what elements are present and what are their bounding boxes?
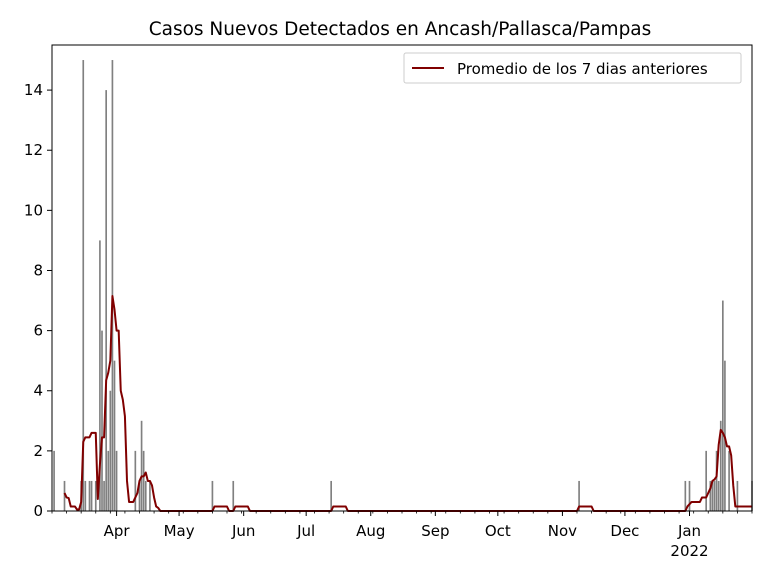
bar-9 (101, 330, 103, 511)
x-tick-label-Jan: Jan (677, 522, 701, 540)
bar-8 (99, 240, 101, 512)
bar-16 (115, 450, 118, 511)
bar-31 (711, 480, 714, 511)
bar-series (53, 60, 753, 512)
y-tick-label-14: 14 (24, 81, 43, 99)
bar-28 (688, 480, 691, 511)
x-axis: Apr May Jun Jul Aug Sep Oct Nov Dec Jan 2022 (51, 511, 753, 560)
bar-24 (232, 480, 235, 511)
bar-4 (84, 480, 87, 511)
bar-29 (705, 450, 707, 511)
legend-label: Promedio de los 7 dias anteriores (457, 60, 708, 78)
y-tick-label-4: 4 (33, 382, 43, 400)
x-tick-label-Nov: Nov (548, 522, 577, 540)
bar-5 (88, 480, 91, 511)
bar-34 (717, 480, 720, 511)
bar-6 (90, 480, 93, 511)
bar-26 (578, 480, 580, 511)
bar-25 (330, 480, 332, 511)
x-tick-label-Oct: Oct (485, 522, 511, 540)
x-tick-label-Dec: Dec (610, 522, 639, 540)
bar-27 (684, 480, 687, 511)
bar-14 (111, 60, 114, 511)
legend-box (403, 52, 742, 84)
bar-7 (94, 480, 97, 511)
bar-18 (138, 480, 141, 511)
chart-title: Casos Nuevos Detectados en Ancash/Pallas… (149, 19, 652, 40)
x-tick-label-Sep: Sep (421, 522, 449, 540)
bar-30 (709, 480, 712, 511)
bar-38 (728, 450, 730, 511)
y-tick-label-8: 8 (33, 261, 43, 279)
bar-10 (103, 480, 105, 511)
bar-36 (722, 300, 724, 511)
bar-17 (134, 450, 137, 511)
bar-12 (107, 450, 110, 511)
bar-1 (63, 480, 66, 511)
bar-3 (82, 60, 85, 511)
y-tick-label-0: 0 (33, 502, 43, 520)
bar-35 (719, 420, 722, 511)
bar-22 (149, 480, 151, 511)
x-tick-label-May: May (164, 522, 195, 540)
y-axis: 0 2 4 6 8 10 12 14 (24, 81, 52, 520)
x-tick-label-Apr: Apr (104, 522, 131, 540)
x-tick-label-Jul: Jul (296, 522, 315, 540)
y-tick-label-12: 12 (24, 141, 43, 159)
x-tick-label-Jun: Jun (231, 522, 255, 540)
y-tick-label-10: 10 (24, 201, 43, 219)
average-line (63, 295, 752, 512)
average-line-series (63, 295, 752, 512)
bar-21 (144, 480, 147, 511)
bar-32 (713, 480, 716, 511)
bar-33 (715, 450, 718, 511)
bar-23 (211, 480, 214, 511)
bar-0 (53, 450, 55, 511)
bar-39 (736, 480, 739, 511)
x-tick-sublabel-2022: 2022 (670, 542, 708, 560)
bar-11 (105, 90, 107, 511)
bar-15 (113, 360, 116, 511)
bar-20 (142, 450, 145, 511)
bar-19 (140, 420, 143, 511)
y-tick-label-2: 2 (33, 442, 43, 460)
legend: Promedio de los 7 dias anteriores (403, 52, 742, 84)
bar-13 (109, 390, 112, 511)
x-tick-label-Aug: Aug (356, 522, 385, 540)
y-tick-label-6: 6 (33, 322, 43, 340)
